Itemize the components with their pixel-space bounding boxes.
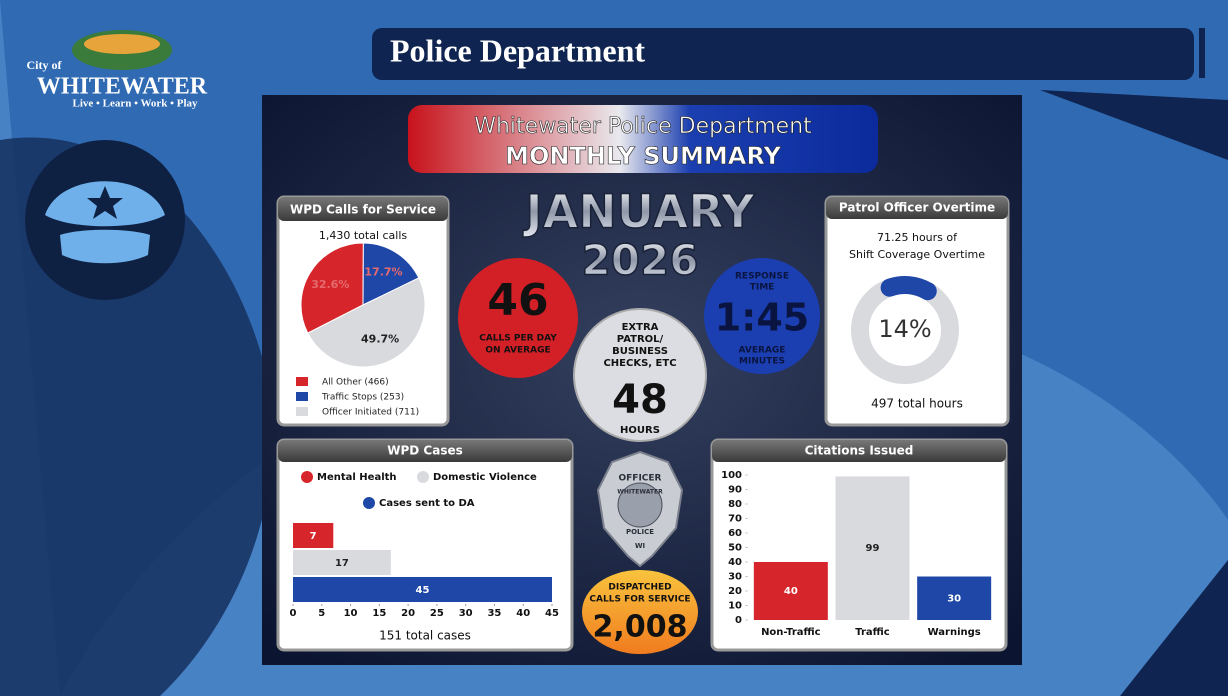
legend-swatch — [296, 407, 308, 416]
chart-title: Citations Issued — [805, 444, 914, 458]
y-tick-label: 70 — [728, 514, 742, 525]
banner-top: Whitewater Police Department — [474, 114, 812, 139]
stat-label-line: CHECKS, ETC — [603, 358, 676, 369]
logo-image — [84, 34, 160, 54]
y-tick-label: 50 — [728, 543, 742, 554]
header-accent — [1199, 28, 1205, 78]
stat-value: 2,008 — [593, 610, 688, 645]
stat-label-line: BUSINESS — [612, 346, 668, 357]
banner-bottom: MONTHLY SUMMARY — [505, 142, 781, 170]
y-tick-label: 90 — [728, 485, 742, 496]
year: 2026 — [582, 236, 699, 285]
data-label: 7 — [310, 531, 317, 542]
legend-label: Cases sent to DA — [379, 498, 475, 509]
y-tick-label: 0 — [735, 615, 742, 626]
stat-label-line: MINUTES — [739, 357, 785, 367]
stat-label-line: CALLS PER DAY — [479, 334, 557, 344]
x-tick-label: 35 — [487, 608, 501, 619]
month: JANUARY — [523, 185, 756, 239]
legend-label: Domestic Violence — [433, 472, 537, 483]
x-tick-label: 10 — [344, 608, 358, 619]
data-label: 14% — [878, 315, 931, 343]
data-label: 32.6% — [311, 278, 349, 291]
stat-value: 48 — [612, 377, 668, 423]
legend-swatch — [301, 471, 313, 483]
x-tick-label: 25 — [430, 608, 444, 619]
data-label: 45 — [416, 585, 430, 596]
stat-label-line: RESPONSE — [735, 272, 789, 282]
x-tick-label: 0 — [290, 608, 297, 619]
y-tick-label: 80 — [728, 499, 742, 510]
y-tick-label: 40 — [728, 557, 742, 568]
logo-name: WHITEWATER — [37, 74, 208, 100]
chart-title: Patrol Officer Overtime — [839, 201, 995, 215]
chart-subtitle: 1,430 total calls — [319, 229, 408, 242]
data-label: 30 — [947, 593, 961, 604]
y-tick-label: 20 — [728, 586, 742, 597]
chart-note: 497 total hours — [871, 397, 963, 411]
chart-subtitle: 71.25 hours of — [877, 231, 958, 244]
legend-swatch — [363, 497, 375, 509]
legend-label: Officer Initiated (711) — [322, 408, 419, 418]
badge-text: WI — [635, 542, 645, 550]
stat-unit: HOURS — [620, 425, 660, 436]
x-tick-label: 45 — [545, 608, 559, 619]
stat-label-line: AVERAGE — [739, 346, 786, 356]
chart-note: 151 total cases — [379, 629, 471, 643]
hat-icon — [60, 230, 150, 264]
stat-label-line: TIME — [750, 283, 775, 293]
x-tick-label: Traffic — [855, 627, 890, 638]
data-label: 49.7% — [361, 332, 399, 345]
stat-label-line: EXTRA — [622, 322, 659, 333]
data-label: 99 — [866, 543, 880, 554]
logo-city-of: City of — [27, 58, 63, 72]
stat-label-line: CALLS FOR SERVICE — [589, 595, 690, 605]
stat-value: 46 — [487, 275, 548, 326]
chart-title: WPD Cases — [387, 444, 463, 458]
x-tick-label: 15 — [372, 608, 386, 619]
legend-label: Traffic Stops (253) — [321, 393, 404, 403]
stat-value: 1:45 — [715, 296, 810, 340]
data-label: 17.7% — [364, 265, 402, 278]
y-tick-label: 100 — [721, 470, 742, 481]
logo-tagline: Live • Learn • Work • Play — [72, 98, 198, 110]
y-tick-label: 30 — [728, 572, 742, 583]
page-title: Police Department — [390, 32, 645, 68]
y-tick-label: 10 — [728, 601, 742, 612]
badge-text: WHITEWATER — [617, 489, 663, 496]
stat-label-line: DISPATCHED — [608, 583, 671, 593]
slide: Police Department City of WHITEWATER Liv… — [0, 0, 1228, 696]
chart-title: WPD Calls for Service — [290, 203, 436, 217]
stat-label-line: ON AVERAGE — [485, 346, 550, 356]
legend-swatch — [296, 392, 308, 401]
badge-text: POLICE — [626, 528, 654, 536]
data-label: 40 — [784, 586, 798, 597]
donut-arc — [890, 285, 928, 291]
x-tick-label: 30 — [459, 608, 473, 619]
legend-swatch — [296, 377, 308, 386]
x-tick-label: Warnings — [928, 627, 981, 638]
y-tick-label: 60 — [728, 528, 742, 539]
x-tick-label: 5 — [318, 608, 325, 619]
x-tick-label: 40 — [516, 608, 530, 619]
chart-subtitle: Shift Coverage Overtime — [849, 248, 985, 261]
stat-label-line: PATROL/ — [617, 334, 664, 345]
x-tick-label: 20 — [401, 608, 415, 619]
legend-swatch — [417, 471, 429, 483]
legend-label: Mental Health — [317, 472, 397, 483]
badge-text: OFFICER — [619, 474, 662, 484]
legend-label: All Other (466) — [322, 378, 389, 388]
stat-label: AVERAGEMINUTES — [739, 346, 786, 367]
data-label: 17 — [335, 558, 349, 569]
x-tick-label: Non-Traffic — [761, 627, 821, 638]
